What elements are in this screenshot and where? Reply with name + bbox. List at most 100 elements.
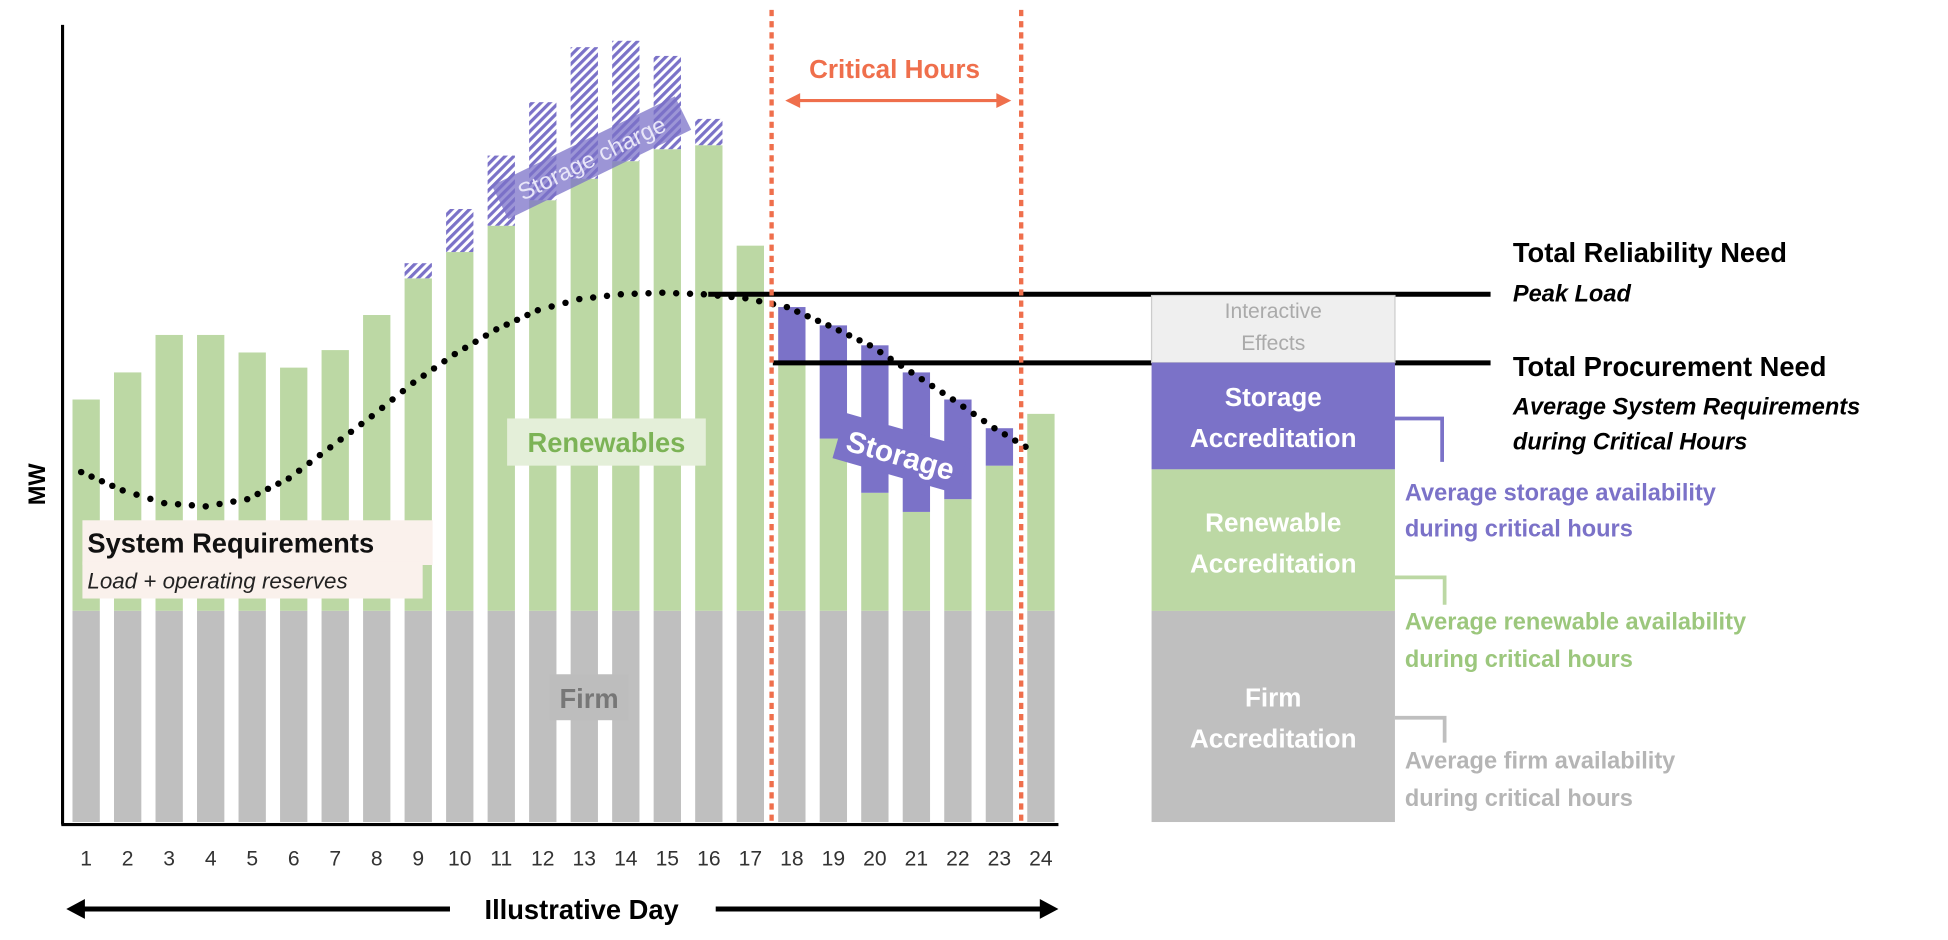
- requirement-dot: [814, 317, 822, 325]
- requirement-dot: [230, 498, 237, 505]
- critical-hours-label: Critical Hours: [809, 54, 980, 84]
- svg-text:Firm: Firm: [1245, 683, 1301, 713]
- x-tick-label: 10: [448, 847, 471, 870]
- requirement-dot: [174, 500, 182, 508]
- requirement-dot: [672, 289, 680, 297]
- firm-bar: [238, 610, 266, 823]
- x-tick-label: 11: [490, 847, 512, 870]
- requirement-dot: [659, 289, 666, 296]
- storage-discharge-bar: [985, 428, 1014, 466]
- system-requirements-label: System Requirements Load + operating res…: [82, 520, 433, 599]
- firm-bar: [736, 610, 764, 823]
- requirement-dot: [389, 396, 396, 403]
- firm-availability-note: Average firm availability during critica…: [1394, 715, 1675, 811]
- requirement-dot: [109, 482, 116, 490]
- svg-text:Storage: Storage: [1225, 382, 1322, 412]
- firm-bar: [321, 610, 349, 823]
- renewables-bar: [819, 438, 848, 611]
- firm-bar: [487, 610, 515, 823]
- firm-bar: [155, 610, 183, 823]
- x-tick-label: 16: [697, 847, 720, 870]
- requirement-dot: [845, 332, 853, 339]
- renewables-bar: [653, 149, 681, 611]
- illustrative-day-axis: Illustrative Day: [66, 894, 1059, 925]
- renewables-bar: [736, 245, 764, 611]
- requirement-dot: [908, 369, 915, 376]
- requirement-dot: [482, 332, 490, 339]
- firm-bar: [404, 610, 432, 823]
- requirement-dot: [866, 342, 874, 349]
- requirement-dot: [700, 291, 708, 298]
- renewable-availability-note: Average renewable availability during cr…: [1394, 575, 1746, 672]
- firm-bar: [778, 610, 806, 823]
- requirement-dot: [918, 375, 926, 383]
- requirement-dot: [897, 362, 905, 369]
- svg-text:System Requirements: System Requirements: [87, 528, 374, 559]
- requirement-dot: [472, 338, 479, 345]
- requirement-dot: [451, 350, 459, 358]
- x-tick-label: 13: [573, 847, 596, 870]
- svg-text:Firm: Firm: [559, 683, 618, 714]
- requirement-dot: [728, 293, 735, 301]
- storage-discharge-bar: [778, 307, 806, 362]
- requirement-dot: [856, 337, 863, 344]
- x-tick-label: 12: [531, 847, 554, 870]
- requirement-dot: [216, 500, 223, 508]
- x-tick-label: 4: [205, 847, 217, 870]
- requirement-dot: [877, 348, 884, 356]
- firm-bar: [114, 610, 142, 823]
- renewables-bar: [778, 361, 806, 611]
- svg-text:Load + operating reserves: Load + operating reserves: [87, 569, 347, 594]
- renewables-bar: [529, 200, 557, 611]
- x-tick-label: 18: [780, 847, 803, 870]
- svg-text:Renewable: Renewable: [1205, 507, 1341, 537]
- requirement-dot: [327, 444, 334, 451]
- requirement-dot: [576, 295, 583, 303]
- requirement-dot: [337, 436, 344, 443]
- storage-charge-bar: [446, 208, 474, 253]
- requirement-dot: [133, 491, 140, 498]
- requirement-dot: [783, 303, 791, 311]
- requirement-dot: [493, 326, 500, 333]
- requirement-dot: [254, 490, 261, 498]
- renewables-bar: [612, 161, 640, 611]
- renewables-bar: [902, 511, 931, 611]
- svg-text:during critical hours: during critical hours: [1405, 646, 1633, 672]
- firm-label: Firm: [549, 674, 629, 721]
- firm-bar: [1027, 610, 1055, 823]
- procurement-need-sub1: Average System Requirements: [1512, 394, 1860, 420]
- requirement-dot: [686, 290, 694, 297]
- requirement-dot: [98, 478, 106, 485]
- accreditation-stack: Interactive Effects Storage Accreditatio…: [1150, 294, 1396, 823]
- x-tick-label: 21: [905, 847, 928, 870]
- requirement-dot: [1001, 431, 1009, 438]
- requirement-dot: [441, 358, 448, 365]
- requirement-dot: [378, 404, 386, 412]
- svg-text:Average firm availability: Average firm availability: [1405, 748, 1675, 774]
- requirement-dot: [617, 291, 625, 298]
- requirement-dot: [1011, 437, 1019, 444]
- reliability-need-sub: Peak Load: [1513, 281, 1632, 307]
- storage-discharge-bar: [819, 325, 848, 439]
- requirement-dot: [970, 410, 977, 418]
- requirement-dot: [503, 321, 510, 328]
- renewables-bar: [861, 492, 889, 611]
- requirement-dot: [562, 299, 569, 307]
- y-axis-label: MW: [24, 463, 50, 506]
- x-tick-label: 23: [988, 847, 1011, 870]
- firm-bar: [944, 610, 972, 823]
- firm-bar: [446, 610, 474, 823]
- requirement-dot: [960, 403, 967, 410]
- svg-text:Effects: Effects: [1241, 332, 1305, 355]
- renewables-bar: [944, 499, 972, 611]
- requirement-dot: [794, 308, 801, 315]
- storage-charge-bar: [695, 118, 723, 146]
- x-tick-label: 3: [163, 847, 175, 870]
- requirement-dot: [77, 468, 85, 476]
- requirement-dot: [295, 467, 303, 474]
- requirement-dot: [275, 480, 282, 487]
- requirement-dot: [202, 503, 209, 510]
- interactive-effects-block: [1150, 294, 1396, 364]
- requirement-dot: [939, 389, 946, 396]
- svg-text:Average renewable availability: Average renewable availability: [1405, 609, 1746, 635]
